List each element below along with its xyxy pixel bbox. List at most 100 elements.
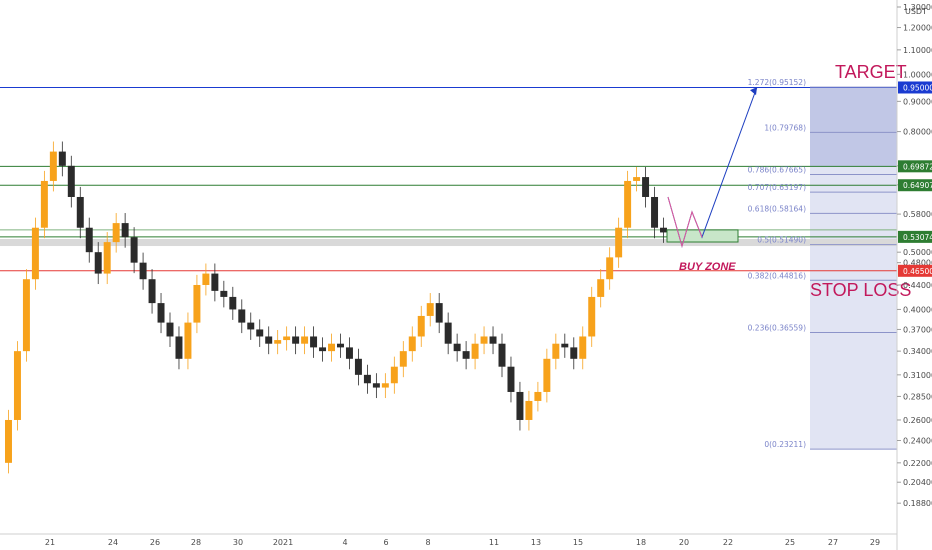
candle: [301, 336, 309, 344]
fib-label: 0.618(0.58164): [748, 204, 806, 213]
candle: [363, 374, 371, 384]
candle: [310, 336, 318, 348]
x-tick-label: 11: [489, 538, 499, 547]
x-tick-label: 8: [425, 538, 430, 547]
candle: [292, 336, 300, 344]
candle: [543, 358, 551, 392]
x-tick-label: 13: [531, 538, 541, 547]
price-tag-bg: [898, 230, 932, 243]
support-band: [0, 239, 897, 247]
candle: [408, 336, 416, 352]
candle: [22, 279, 30, 352]
candle: [337, 343, 344, 348]
x-tick-label: 4: [342, 538, 347, 547]
candle: [633, 177, 641, 181]
candle: [328, 343, 335, 352]
x-tick-label: 6: [383, 538, 388, 547]
candle: [399, 351, 407, 367]
candle: [516, 391, 524, 420]
candle: [462, 351, 470, 359]
price-tag-bg: [898, 81, 932, 94]
fib-label: 1.272(0.95152): [748, 78, 806, 87]
fib-label: 0.5(0.51490): [757, 236, 806, 245]
candle: [58, 151, 66, 166]
fib-label: 0(0.23211): [764, 440, 806, 449]
price-tag-bg: [898, 160, 932, 173]
x-tick-label: 24: [108, 538, 118, 547]
candle: [31, 227, 39, 280]
candle: [570, 347, 578, 359]
candle: [642, 177, 650, 197]
candle: [112, 223, 120, 243]
x-tick-label: 25: [785, 538, 795, 547]
x-tick-label: 22: [723, 538, 733, 547]
candle: [139, 262, 147, 280]
x-tick-label: 26: [150, 538, 160, 547]
candle: [435, 303, 443, 323]
x-tick-label: 2021: [273, 538, 293, 547]
candle: [130, 237, 138, 263]
candle: [211, 273, 219, 291]
x-tick-label: 30: [233, 538, 243, 547]
price-tag: 0.53074: [903, 233, 932, 242]
candle: [274, 340, 282, 344]
stop-loss-annotation: STOP LOSS: [810, 280, 911, 300]
candle: [229, 296, 237, 310]
candle: [247, 322, 255, 330]
candle: [480, 336, 488, 344]
candle: [319, 347, 327, 352]
x-tick-label: 27: [828, 538, 838, 547]
candle: [148, 279, 156, 304]
candle: [5, 419, 12, 463]
candle: [498, 343, 506, 367]
candle: [615, 227, 623, 258]
x-tick-label: 21: [45, 538, 55, 547]
candle: [660, 227, 667, 233]
x-tick-label: 29: [870, 538, 880, 547]
price-tag: 0.54537: [903, 226, 932, 235]
candle: [345, 347, 353, 359]
target-annotation: TARGET: [835, 62, 907, 82]
price-tag: 0.46500: [903, 267, 932, 276]
projection-zigzag: [667, 196, 703, 248]
fib-label: 0.707(0.63197): [748, 183, 806, 192]
candle: [238, 309, 246, 323]
buy-zone-annotation: BUY ZONE: [679, 261, 736, 273]
x-tick-label: 18: [636, 538, 646, 547]
candle: [265, 336, 273, 344]
x-tick-label: 28: [191, 538, 201, 547]
candle: [76, 196, 84, 228]
candle: [597, 279, 605, 297]
fib-label: 1(0.79768): [764, 123, 806, 132]
projection-arrowhead: [750, 87, 757, 96]
fib-label: 0.236(0.36559): [748, 324, 806, 333]
price-tag: 0.64907: [903, 181, 932, 190]
candle: [94, 252, 102, 274]
candle: [489, 336, 497, 344]
candle: [525, 400, 533, 420]
candle: [184, 322, 192, 359]
candle: [283, 336, 291, 341]
price-tag-bg: [898, 179, 932, 192]
candle: [651, 196, 659, 228]
candle: [193, 284, 201, 323]
candle: [40, 180, 48, 228]
candle: [579, 336, 587, 359]
price-tag: 0.69872: [903, 162, 932, 171]
candle: [606, 257, 614, 280]
candle: [561, 343, 569, 348]
candle: [166, 322, 174, 337]
fib-label: 0.382(0.44816): [748, 271, 806, 280]
